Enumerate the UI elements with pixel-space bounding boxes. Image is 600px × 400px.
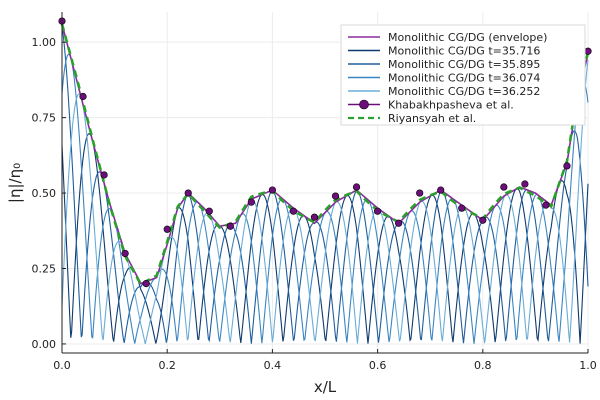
khabakhpasheva-point (500, 183, 508, 191)
khabakhpasheva-point (268, 186, 277, 194)
khabakhpasheva-point (163, 225, 171, 233)
x-tick-label: 0.6 (369, 359, 387, 372)
khabakhpasheva-point (205, 207, 213, 215)
legend-item-2: Monolithic CG/DG t=35.895 (348, 58, 540, 71)
legend-label: Monolithic CG/DG t=35.895 (388, 58, 540, 71)
legend-label: Monolithic CG/DG t=36.074 (388, 72, 540, 85)
legend-item-6: Riyansyah et al. (348, 112, 476, 125)
khabakhpasheva-point (184, 189, 192, 197)
khabakhpasheva-point (100, 171, 108, 179)
khabakhpasheva-point (542, 201, 550, 209)
x-axis-label: x/L (314, 378, 337, 396)
y-axis-label: |η|/η₀ (6, 163, 24, 203)
khabakhpasheva-point (374, 207, 382, 215)
legend-label: Monolithic CG/DG (envelope) (388, 31, 547, 44)
legend-item-4: Monolithic CG/DG t=36.252 (348, 85, 540, 98)
khabakhpasheva-point (352, 183, 361, 191)
legend-label: Riyansyah et al. (388, 112, 476, 125)
legend-item-5: Khabakhpasheva et al. (348, 99, 514, 112)
x-tick-label: 0.8 (474, 359, 492, 372)
legend: Monolithic CG/DG (envelope)Monolithic CG… (340, 24, 586, 126)
snapshot-line-4 (61, 59, 589, 345)
legend-marker (359, 99, 369, 110)
khabakhpasheva-point (521, 180, 529, 188)
legend-box (340, 24, 586, 126)
khabakhpasheva-point (458, 204, 466, 212)
legend-label: Khabakhpasheva et al. (388, 99, 514, 112)
legend-item-0: Monolithic CG/DG (envelope) (348, 31, 547, 44)
y-tick-label: 0.00 (32, 338, 57, 351)
axes: 0.0 0.2 0.4 0.6 0.8 1.0 0.00 0.25 0.50 0.75 1.00 (32, 12, 597, 372)
legend-label: Monolithic CG/DG t=36.252 (388, 85, 540, 98)
khabakhpasheva-point (289, 207, 298, 215)
legend-items: Monolithic CG/DG (envelope)Monolithic CG… (348, 31, 547, 125)
legend-label: Monolithic CG/DG t=35.716 (388, 45, 540, 58)
khabakhpasheva-point (437, 186, 445, 194)
khabakhpasheva-point (395, 219, 403, 227)
legend-item-3: Monolithic CG/DG t=36.074 (348, 72, 540, 85)
khabakhpasheva-point (479, 216, 487, 224)
plot-area (58, 17, 592, 345)
x-tick-label: 0.0 (53, 359, 71, 372)
x-tick-label: 0.2 (158, 359, 176, 372)
khabakhpasheva-point (416, 189, 424, 197)
khabakhpasheva-point (121, 249, 129, 258)
khabakhpasheva-point (226, 222, 234, 230)
y-tick-label: 1.00 (32, 36, 57, 49)
x-tick-label: 0.4 (264, 359, 282, 372)
x-tick-label: 1.0 (579, 359, 597, 372)
khabakhpasheva-point (79, 92, 87, 101)
khabakhpasheva-point (142, 279, 150, 288)
khabakhpasheva-point (563, 162, 571, 170)
legend-item-1: Monolithic CG/DG t=35.716 (348, 45, 540, 58)
y-tick-label: 0.25 (32, 263, 57, 276)
y-tick-label: 0.75 (32, 112, 57, 125)
khabakhpasheva-point (584, 47, 592, 55)
khabakhpasheva-point (310, 213, 319, 221)
khabakhpasheva-point (247, 198, 255, 206)
y-tick-label: 0.50 (32, 187, 57, 200)
riyansyah-line (60, 23, 590, 287)
khabakhpasheva-point (331, 192, 340, 200)
